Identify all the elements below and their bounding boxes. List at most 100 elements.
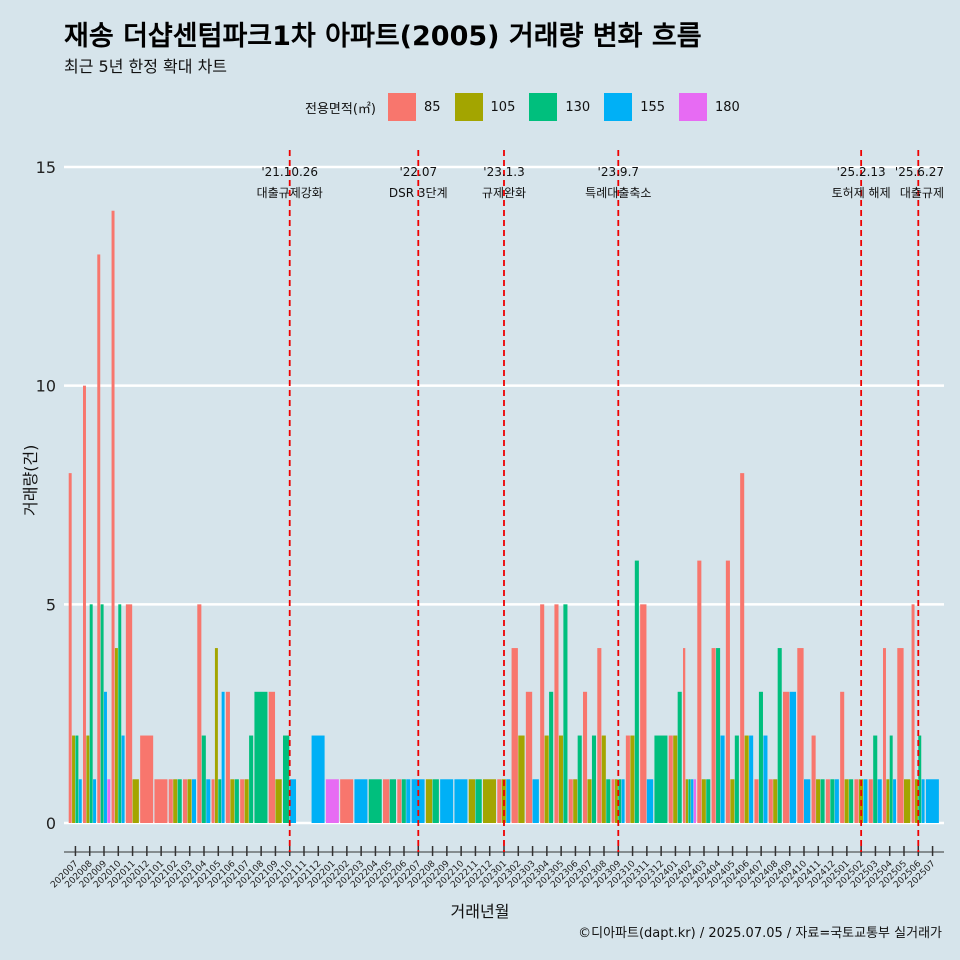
bar-85-202309 — [611, 779, 615, 823]
bar-85-202504 — [883, 648, 886, 823]
bar-85-202402 — [683, 648, 686, 823]
bar-85-202401 — [668, 735, 673, 823]
bar-155-202404 — [720, 735, 725, 823]
bar-85-202007 — [68, 473, 72, 823]
bar-85-202303 — [525, 691, 533, 823]
bar-155-202007 — [78, 779, 82, 823]
bar-105-202501 — [844, 779, 849, 823]
bar-105-202310 — [630, 735, 635, 823]
legend-swatch-130 — [529, 93, 558, 121]
legend-swatch-155 — [604, 93, 633, 121]
legend-item-155: 155 — [604, 93, 665, 121]
bar-85-202403 — [697, 560, 702, 823]
event-name-label: 규제완화 — [482, 186, 526, 200]
bar-155-202008 — [93, 779, 97, 823]
bar-85-202302 — [511, 648, 518, 823]
bar-130-202107 — [249, 735, 254, 823]
bar-130-202105 — [218, 779, 222, 823]
bar-130-202503 — [873, 735, 878, 823]
bar-155-202412 — [834, 779, 839, 823]
bar-130-202205 — [389, 779, 397, 823]
bar-85-202009 — [97, 254, 101, 823]
bar-130-202211 — [475, 779, 482, 823]
legend-title: 전용면적(㎡) — [305, 101, 376, 117]
bar-85-202202 — [340, 779, 354, 823]
bar-105-202305 — [558, 735, 563, 823]
chart-subtitle: 최근 5년 한정 확대 차트 — [64, 57, 228, 76]
bar-105-202211 — [468, 779, 476, 823]
bar-85-202107 — [240, 779, 245, 823]
event-date-label: '23.1.3 — [483, 165, 524, 179]
event-date-label: '25.6.27 — [895, 165, 944, 179]
bar-130-202404 — [716, 648, 721, 823]
bar-130-202403 — [706, 779, 711, 823]
legend-label-155: 155 — [640, 99, 666, 115]
bar-85-202010 — [111, 210, 115, 823]
bar-105-202403 — [701, 779, 706, 823]
bar-85-202408 — [768, 779, 773, 823]
legend-item-85: 85 — [387, 93, 441, 121]
y-tick-label: 15 — [36, 158, 56, 177]
bar-155-202311 — [646, 779, 654, 823]
bar-130-202310 — [634, 560, 639, 823]
bar-85-202307 — [583, 691, 588, 823]
bar-105-202307 — [587, 779, 592, 823]
bar-130-202407 — [758, 691, 763, 823]
bar-85-202406 — [740, 473, 745, 823]
legend-swatch-85 — [387, 93, 416, 121]
bar-85-202503 — [868, 779, 873, 823]
bar-130-202312 — [654, 735, 668, 823]
bar-85-202101 — [154, 779, 168, 823]
bar-105-202212 — [483, 779, 497, 823]
bar-85-202106 — [225, 691, 230, 823]
bar-105-202408 — [773, 779, 778, 823]
legend: 전용면적(㎡) 85 105 130 155 180 — [305, 93, 754, 121]
bar-105-202506 — [914, 779, 918, 823]
event-name-label: DSR 3단계 — [389, 186, 448, 200]
bar-155-202507 — [925, 779, 939, 823]
bar-85-202311 — [640, 604, 647, 823]
bar-155-202103 — [191, 779, 197, 823]
bar-130-202307 — [591, 735, 597, 823]
bar-105-202107 — [244, 779, 249, 823]
bar-155-202402 — [691, 779, 694, 823]
legend-label-85: 85 — [423, 99, 441, 115]
event-name-label: 대출규제강화 — [257, 186, 323, 200]
bar-85-202409 — [783, 691, 790, 823]
bar-105-202010 — [114, 648, 118, 823]
bar-155-202110 — [289, 779, 297, 823]
bar-85-202412 — [825, 779, 830, 823]
y-tick-label: 0 — [46, 814, 56, 833]
y-axis-label: 거래량(건) — [21, 444, 40, 516]
legend-item-105: 105 — [454, 93, 515, 121]
bar-105-202105 — [214, 648, 218, 823]
bar-85-202410 — [797, 648, 804, 823]
bar-130-202504 — [889, 735, 893, 823]
legend-label-130: 130 — [565, 99, 591, 115]
bar-85-202205 — [383, 779, 390, 823]
bar-85-202506 — [911, 604, 915, 823]
bar-105-202302 — [518, 735, 525, 823]
bar-130-202305 — [563, 604, 568, 823]
bar-130-202106 — [234, 779, 239, 823]
bar-130-202309 — [618, 779, 622, 823]
bar-85-202301 — [497, 779, 502, 823]
bar-130-202412 — [830, 779, 835, 823]
event-date-label: '21.10.26 — [261, 165, 318, 179]
bar-105-202402 — [685, 779, 688, 823]
bar-130-202008 — [89, 604, 93, 823]
bar-105-202103 — [187, 779, 192, 823]
bar-130-202010 — [118, 604, 122, 823]
bar-155-202206 — [406, 779, 411, 823]
bar-85-202505 — [897, 648, 904, 823]
bar-155-202503 — [877, 779, 882, 823]
bar-130-202009 — [100, 604, 104, 823]
bar-155-202112 — [311, 735, 325, 823]
source-caption: ©디아파트(dapt.kr) / 2025.07.05 / 자료=국토교통부 실… — [578, 926, 942, 941]
y-tick-label: 5 — [46, 595, 56, 614]
bar-155-202409 — [789, 691, 797, 823]
bar-180-202402 — [693, 779, 697, 823]
x-axis-label: 거래년월 — [450, 902, 510, 921]
bar-155-202407 — [763, 735, 768, 823]
bar-85-202306 — [568, 779, 573, 823]
